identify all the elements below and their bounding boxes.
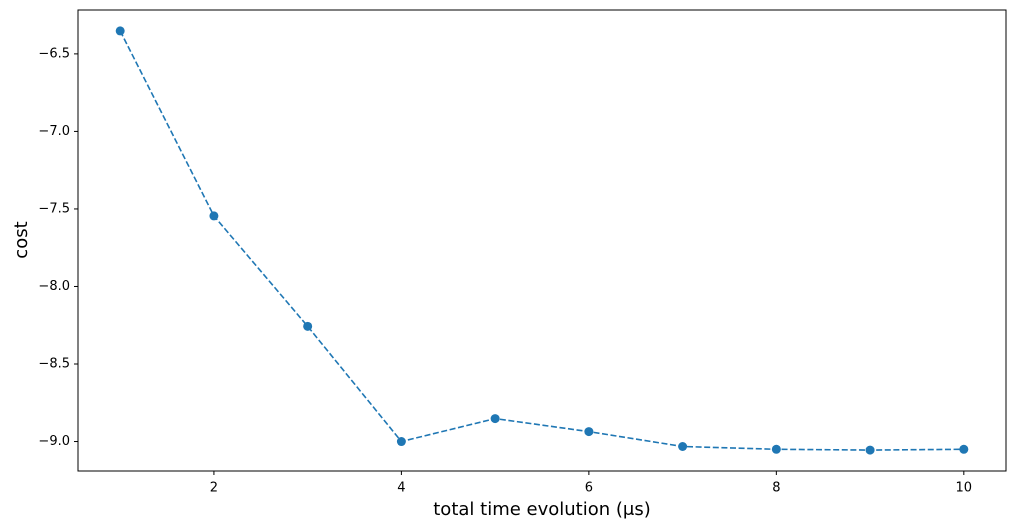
x-tick-label: 8 xyxy=(772,481,780,496)
y-tick-label: −8.0 xyxy=(38,279,70,294)
data-point xyxy=(490,414,500,424)
data-point xyxy=(584,427,594,437)
data-point xyxy=(396,437,406,447)
x-axis-label: total time evolution (μs) xyxy=(433,499,651,520)
data-point xyxy=(959,444,969,454)
y-axis-label: cost xyxy=(11,221,32,258)
x-tick-label: 2 xyxy=(210,481,218,496)
data-point xyxy=(303,321,313,331)
x-tick-label: 6 xyxy=(585,481,593,496)
x-tick-label: 10 xyxy=(956,481,973,496)
data-point xyxy=(771,444,781,454)
plot-frame xyxy=(77,9,1007,472)
data-point xyxy=(115,26,125,36)
data-point xyxy=(209,211,219,221)
y-tick-label: −9.0 xyxy=(38,434,70,449)
x-tick-label: 4 xyxy=(397,481,405,496)
y-tick-label: −7.5 xyxy=(38,201,70,216)
series-line xyxy=(119,30,964,451)
data-point xyxy=(865,445,875,455)
y-tick-label: −8.5 xyxy=(38,357,70,372)
data-point xyxy=(678,442,688,452)
y-tick-label: −6.5 xyxy=(38,46,70,61)
y-tick-label: −7.0 xyxy=(38,124,70,139)
